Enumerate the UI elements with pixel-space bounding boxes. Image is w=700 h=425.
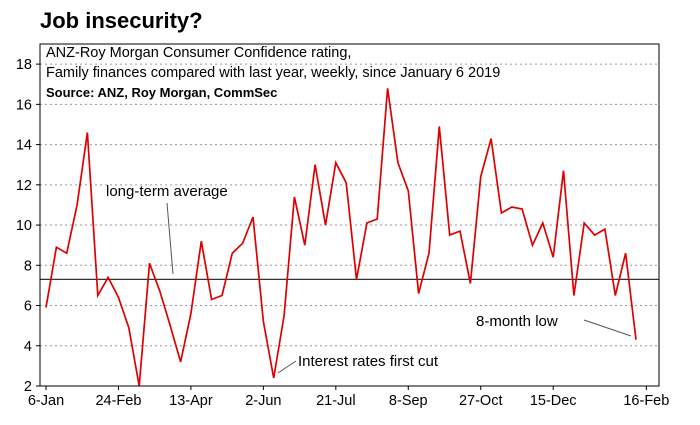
plot-frame: [39, 43, 660, 387]
annotation-pointer-rate-cut: [277, 360, 297, 374]
y-tick-label-12: 12: [16, 178, 32, 194]
x-tick-label-3: 2-Jun: [245, 393, 281, 409]
annotation-8-month-low: 8-month low: [476, 313, 558, 330]
y-tick-label-10: 10: [16, 218, 32, 234]
chart-title: Job insecurity?: [40, 8, 203, 33]
y-tick-label-6: 6: [24, 299, 32, 315]
x-tick-label-8: 16-Feb: [623, 393, 669, 409]
x-tick-label-7: 15-Dec: [530, 393, 577, 409]
chart-subtitle-line-1: ANZ-Roy Morgan Consumer Confidence ratin…: [46, 45, 351, 61]
grid-layer: [40, 63, 659, 347]
y-tick-label-2: 2: [24, 379, 32, 395]
y-tick-label-16: 16: [16, 97, 32, 113]
chart-subtitle-line-2: Family finances compared with last year,…: [46, 65, 500, 81]
x-tick-label-6: 27-Oct: [459, 393, 503, 409]
annotation-rate-cut: Interest rates first cut: [298, 353, 439, 370]
annotation-pointer-8-month-low: [583, 319, 632, 337]
y-tick-label-4: 4: [24, 339, 32, 355]
x-tick-label-4: 21-Jul: [316, 393, 356, 409]
series-line: [45, 88, 637, 387]
y-tick-label-14: 14: [16, 138, 32, 154]
x-tick-label-0: 6-Jan: [28, 393, 64, 409]
y-axis-ticks: 2 4 6 8 10 12 14 16 18: [16, 57, 40, 395]
annotation-long-term-average: long-term average: [106, 183, 228, 200]
x-tick-label-5: 8-Sep: [389, 393, 428, 409]
annotation-pointer-average: [166, 202, 174, 275]
y-tick-label-18: 18: [16, 57, 32, 73]
x-tick-label-1: 24-Feb: [95, 393, 141, 409]
series-layer: [45, 88, 637, 387]
y-tick-label-8: 8: [24, 258, 32, 274]
x-tick-label-2: 13-Apr: [169, 393, 213, 409]
chart-source: Source: ANZ, Roy Morgan, CommSec: [46, 85, 277, 100]
x-axis-ticks: 6-Jan 24-Feb 13-Apr 2-Jun 21-Jul 8-Sep 27-Oct 1…: [28, 386, 669, 409]
